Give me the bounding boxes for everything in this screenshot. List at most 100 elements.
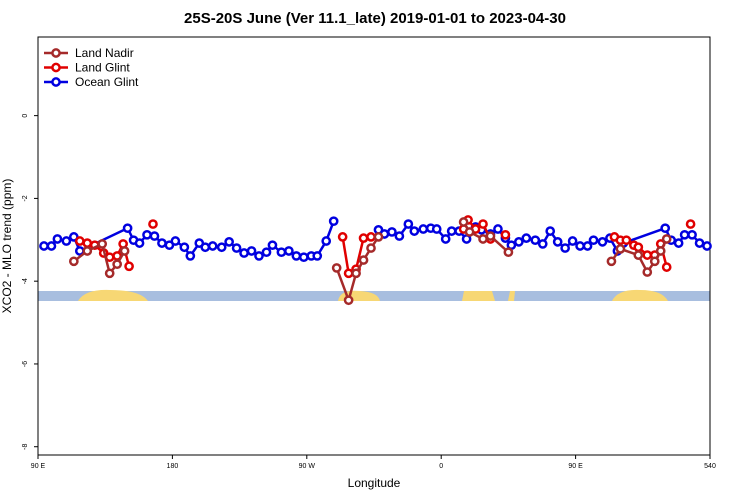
- data-point: [478, 234, 488, 244]
- data-point: [239, 248, 249, 258]
- data-point: [621, 235, 632, 246]
- data-point: [97, 239, 108, 249]
- data-point: [179, 242, 190, 253]
- data-point: [343, 295, 354, 306]
- data-point: [552, 237, 563, 247]
- legend-marker: [51, 62, 61, 73]
- data-point: [687, 229, 697, 240]
- y-tick-label: -2: [22, 195, 29, 201]
- data-point: [298, 252, 309, 263]
- x-tick-label: 0: [439, 463, 443, 470]
- data-point: [679, 229, 690, 240]
- data-point: [615, 244, 626, 254]
- data-point: [291, 251, 302, 261]
- data-point: [403, 219, 414, 229]
- legend-label: Land Nadir: [75, 46, 134, 60]
- data-point: [104, 268, 115, 279]
- series-line: [73, 221, 668, 305]
- data-point: [200, 242, 211, 253]
- data-point: [521, 233, 532, 243]
- x-axis-label: Longitude: [348, 476, 401, 490]
- x-tick-label: 180: [167, 463, 179, 470]
- data-point: [267, 240, 278, 251]
- data-point: [46, 241, 57, 251]
- data-point: [321, 236, 332, 246]
- data-point: [694, 238, 705, 248]
- data-point: [485, 231, 496, 241]
- data-point: [343, 268, 354, 279]
- land-patch: [508, 291, 515, 301]
- data-point: [660, 223, 671, 234]
- data-point: [478, 219, 488, 229]
- data-point: [366, 232, 376, 242]
- data-point: [661, 234, 672, 244]
- data-point: [331, 263, 342, 273]
- legend-marker: [51, 77, 61, 87]
- land-patch: [78, 289, 148, 301]
- data-point: [373, 232, 384, 242]
- data-point: [464, 227, 475, 237]
- data-point: [458, 217, 469, 227]
- data-point: [394, 231, 405, 241]
- data-point: [446, 226, 457, 236]
- data-point: [74, 236, 85, 246]
- data-point: [119, 246, 130, 256]
- data-point: [537, 239, 548, 249]
- data-point: [431, 224, 442, 234]
- x-tick-label: 90 E: [568, 463, 583, 470]
- land-patch: [462, 291, 495, 301]
- data-point: [661, 262, 672, 272]
- data-point: [82, 238, 93, 248]
- y-axis-label: XCO2 - MLO trend (ppm): [0, 179, 14, 314]
- data-point: [649, 256, 660, 267]
- data-point: [500, 229, 511, 240]
- data-point: [149, 231, 160, 241]
- x-tick-label: 90 W: [299, 463, 316, 470]
- data-point: [337, 232, 348, 242]
- data-point: [148, 219, 158, 229]
- y-tick-label: -8: [22, 444, 29, 450]
- chart-title: 25S-20S June (Ver 11.1_late) 2019-01-01 …: [184, 10, 566, 27]
- legend-label: Ocean Glint: [75, 75, 139, 89]
- data-point: [655, 246, 666, 256]
- data-point: [567, 236, 578, 246]
- data-point: [702, 241, 712, 251]
- legend-label: Land Glint: [75, 61, 130, 75]
- data-point: [440, 234, 451, 244]
- data-point: [61, 236, 72, 246]
- data-point: [142, 229, 152, 240]
- data-point: [503, 247, 514, 258]
- data-point: [185, 251, 196, 261]
- data-point: [157, 238, 167, 248]
- legend-marker: [51, 48, 61, 58]
- data-point: [588, 235, 599, 246]
- data-point: [170, 236, 181, 246]
- data-point: [351, 268, 361, 279]
- data-point: [685, 219, 696, 229]
- data-point: [642, 250, 653, 260]
- data-point: [633, 242, 644, 253]
- data-point: [633, 250, 644, 260]
- data-point: [418, 224, 429, 234]
- data-point: [366, 243, 376, 253]
- x-tick-label: 90 E: [31, 463, 46, 470]
- data-point: [328, 216, 339, 227]
- data-point: [606, 256, 617, 267]
- data-point: [358, 255, 369, 265]
- data-point: [68, 256, 79, 267]
- data-point: [545, 226, 556, 236]
- data-point: [673, 238, 684, 248]
- data-point: [231, 243, 242, 253]
- data-point: [261, 247, 272, 258]
- x-tick-label: 540: [704, 463, 716, 470]
- map-strip: [38, 289, 710, 301]
- data-point: [560, 243, 570, 253]
- data-point: [82, 246, 93, 256]
- data-point: [312, 251, 323, 261]
- y-tick-label: -4: [22, 278, 29, 284]
- y-tick-label: -6: [22, 361, 29, 367]
- data-point: [124, 261, 134, 272]
- data-point: [122, 223, 133, 234]
